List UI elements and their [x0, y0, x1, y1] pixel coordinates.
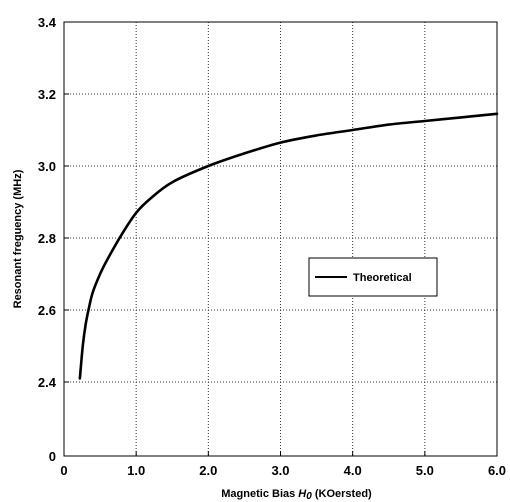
x-axis-title-suffix: (KOersted) [312, 488, 372, 500]
legend: Theoretical [308, 257, 438, 297]
x-tick-label: 2.0 [199, 463, 217, 478]
x-axis-title: Magnetic Bias H0 (KOersted) [221, 488, 372, 502]
x-tick-label: 3.0 [271, 463, 289, 478]
x-tick-label: 0 [60, 463, 67, 478]
x-tick-labels: 0 1.0 2.0 3.0 4.0 5.0 6.0 [60, 451, 506, 478]
y-tick-label: 2.4 [38, 375, 57, 390]
x-axis-title-prefix: Magnetic Bias [221, 488, 298, 500]
y-tick-label: 2.6 [38, 303, 56, 318]
legend-label-theoretical: Theoretical [353, 272, 412, 284]
x-axis-title-symbol: H [298, 488, 307, 500]
x-tick-label: 5.0 [416, 463, 434, 478]
x-tick-label: 4.0 [344, 463, 362, 478]
y-tick-label: 3.0 [38, 159, 56, 174]
x-tick-label: 6.0 [488, 463, 506, 478]
grid [64, 22, 497, 456]
y-tick-labels: 0 2.4 2.6 2.8 3.0 3.2 3.4 [38, 15, 69, 464]
series-group [78, 112, 499, 380]
series-line-theoretical [78, 112, 499, 380]
x-axis-title-subscript: 0 [306, 491, 312, 502]
y-tick-label: 3.4 [38, 15, 57, 30]
y-tick-label: 0 [49, 449, 56, 464]
x-tick-label: 1.0 [127, 463, 145, 478]
y-tick-label: 3.2 [38, 87, 56, 102]
y-tick-label: 2.8 [38, 231, 56, 246]
y-axis-title: Resonant freguency (MHz) [12, 169, 24, 308]
